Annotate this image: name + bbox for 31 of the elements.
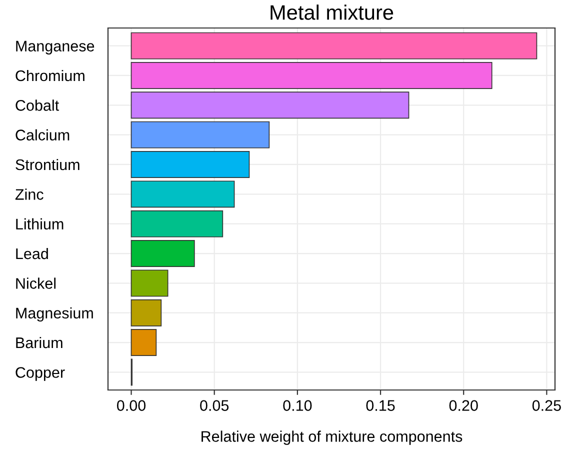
x-axis-title: Relative weight of mixture components xyxy=(202,430,462,445)
x-tick-label: 0.10 xyxy=(283,400,312,411)
y-tick-label: Lithium xyxy=(16,218,64,230)
bar xyxy=(130,299,162,326)
bar xyxy=(130,92,410,119)
bar xyxy=(130,240,195,267)
bar xyxy=(130,32,538,60)
y-tick-label: Copper xyxy=(16,367,65,381)
y-tick-label: Nickel xyxy=(16,278,56,289)
bar xyxy=(130,270,168,297)
x-tick-label: 0.15 xyxy=(366,400,395,411)
x-tick-label: 0.00 xyxy=(116,400,146,411)
y-tick-label: Calcium xyxy=(16,129,70,141)
y-tick-label: Magnesium xyxy=(16,307,93,322)
bar xyxy=(130,210,224,238)
y-tick-label: Manganese xyxy=(16,40,94,55)
bar xyxy=(130,121,270,148)
chart-title: Metal mixture xyxy=(270,4,394,20)
y-tick-label: Lead xyxy=(16,248,48,260)
y-tick-label: Strontium xyxy=(16,158,80,170)
bar xyxy=(130,329,157,356)
x-tick-label: 0.25 xyxy=(532,400,561,411)
bar xyxy=(130,180,235,208)
bar xyxy=(130,62,492,89)
y-tick-label: Cobalt xyxy=(16,100,59,111)
x-tick-label: 0.05 xyxy=(200,400,229,411)
y-tick-label: Chromium xyxy=(16,70,84,82)
y-tick-label: Zinc xyxy=(15,188,44,200)
y-tick-label: Barium xyxy=(16,336,62,348)
bar xyxy=(130,151,250,178)
x-tick-label: 0.20 xyxy=(449,400,478,411)
